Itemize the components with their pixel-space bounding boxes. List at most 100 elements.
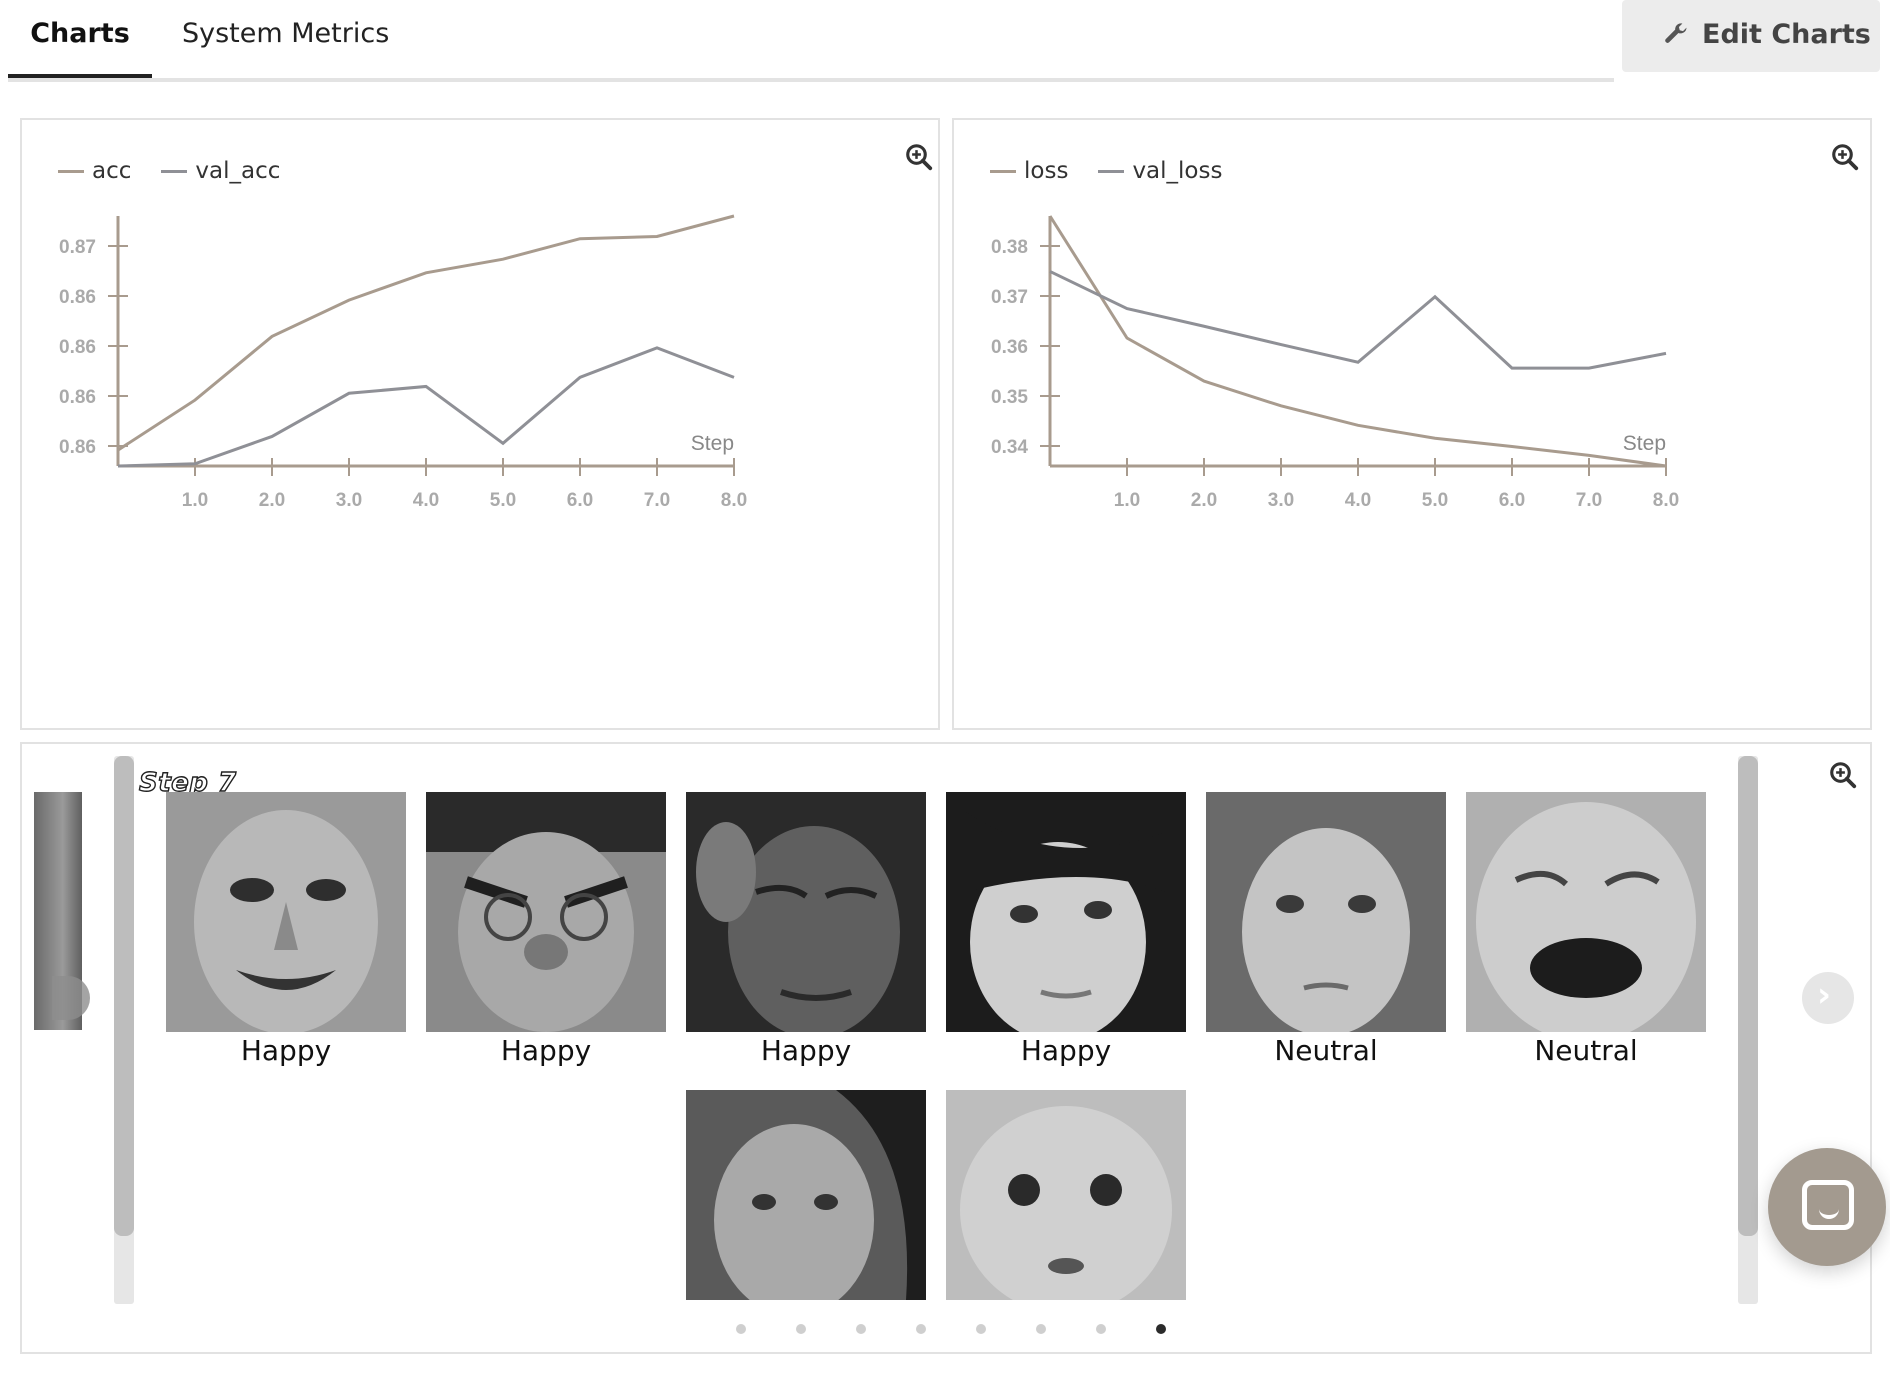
- x-axis-label: Step: [1623, 432, 1666, 455]
- face-image: [686, 1090, 926, 1300]
- scrollbar-thumb[interactable]: [114, 756, 134, 1236]
- face-image: [946, 1090, 1186, 1300]
- left-scrollbar[interactable]: [114, 756, 134, 1304]
- x-tick-label: 4.0: [413, 490, 439, 511]
- x-tick-label: 7.0: [1576, 490, 1602, 511]
- image-caption: Happy: [500, 1034, 592, 1067]
- legend-swatch: [58, 169, 84, 173]
- x-tick-label: 6.0: [1499, 490, 1525, 511]
- legend-item-acc[interactable]: acc: [58, 158, 131, 184]
- tab-system-metrics[interactable]: System Metrics: [182, 18, 390, 49]
- edit-charts-label: Edit Charts: [1702, 19, 1871, 50]
- y-tick-label: 0.35: [991, 387, 1028, 408]
- y-tick-label: 0.86: [59, 287, 96, 308]
- edit-charts-button[interactable]: Edit Charts: [1622, 0, 1880, 72]
- pagination-dot[interactable]: [796, 1324, 806, 1334]
- face-image: [686, 792, 926, 1032]
- legend-label: acc: [92, 158, 132, 184]
- face-image: [166, 792, 406, 1032]
- x-tick-label: 2.0: [1191, 490, 1217, 511]
- x-tick-label: 6.0: [567, 490, 593, 511]
- gallery-image[interactable]: [946, 1090, 1186, 1300]
- y-tick-label: 0.36: [991, 337, 1028, 358]
- pagination-dot[interactable]: [976, 1324, 986, 1334]
- x-tick-label: 7.0: [644, 490, 670, 511]
- series-line-loss: [1048, 215, 1667, 468]
- image-caption: Happy: [760, 1034, 852, 1067]
- image-caption: Neutral: [1534, 1034, 1638, 1067]
- gallery-image[interactable]: Neutral: [1206, 792, 1446, 1067]
- face-image: [946, 792, 1186, 1032]
- legend-swatch: [161, 169, 188, 173]
- gallery-image[interactable]: [686, 1090, 926, 1300]
- zoom-in-icon[interactable]: [904, 142, 934, 172]
- y-tick-label: 0.86: [59, 387, 96, 408]
- tab-charts[interactable]: Charts: [8, 16, 152, 78]
- image-caption: Neutral: [1274, 1034, 1378, 1067]
- loss-line-chart: 1.0 2.0 3.0 4.0 5.0 6.0 7.0 8.0 0.38 0.37 0.36 0.35…: [991, 215, 1679, 511]
- legend-item-val-acc[interactable]: val_acc: [161, 158, 280, 184]
- x-axis-label: Step: [691, 432, 734, 455]
- face-image: [426, 792, 666, 1032]
- chat-icon: [1802, 1180, 1854, 1230]
- carousel-prev-button[interactable]: [52, 976, 90, 1020]
- wrench-icon: [1665, 23, 1687, 43]
- x-tick-label: 4.0: [1345, 490, 1371, 511]
- chart-legend: loss val_loss: [990, 158, 1222, 184]
- x-tick-label: 5.0: [490, 490, 516, 511]
- x-tick-label: 8.0: [721, 490, 747, 511]
- gallery-image[interactable]: Happy: [166, 792, 406, 1067]
- zoom-in-icon[interactable]: [1828, 760, 1858, 790]
- gallery-image[interactable]: Neutral: [1466, 792, 1706, 1067]
- accuracy-line-chart: 1.0 2.0 3.0 4.0 5.0 6.0 7.0 8.0 0.87 0.86 0.86 0.86…: [59, 214, 747, 511]
- chevron-right-icon: ›: [1817, 975, 1832, 1015]
- y-tick-label: 0.87: [59, 237, 96, 258]
- x-tick-label: 5.0: [1422, 490, 1448, 511]
- carousel-next-button[interactable]: ›: [1802, 972, 1854, 1024]
- pagination-dot[interactable]: [1156, 1324, 1166, 1334]
- y-tick-label: 0.38: [991, 237, 1028, 258]
- legend-item-loss[interactable]: loss: [990, 158, 1068, 184]
- chat-launcher-button[interactable]: [1768, 1148, 1886, 1266]
- x-tick-label: 8.0: [1653, 490, 1679, 511]
- legend-item-val-loss[interactable]: val_loss: [1098, 158, 1222, 184]
- legend-swatch: [1098, 169, 1125, 173]
- series-line-acc: [117, 214, 735, 452]
- x-tick-label: 1.0: [182, 490, 208, 511]
- image-caption: Happy: [240, 1034, 332, 1067]
- tab-bar: Charts System Metrics: [8, 0, 1614, 82]
- x-tick-label: 3.0: [336, 490, 362, 511]
- pagination-dot[interactable]: [916, 1324, 926, 1334]
- legend-swatch: [990, 169, 1016, 173]
- right-scrollbar[interactable]: [1738, 756, 1758, 1304]
- accuracy-chart-panel: acc val_acc 1.0 2.0 3.0 4.0 5.0 6.0 7.0 8.0 0.87…: [20, 118, 940, 730]
- legend-label: val_loss: [1132, 158, 1223, 184]
- y-tick-label: 0.86: [59, 337, 96, 358]
- loss-chart-panel: loss val_loss 1.0 2.0 3.0 4.0 5.0 6.0 7.0 8.0 0.…: [952, 118, 1872, 730]
- pagination-dot[interactable]: [1096, 1324, 1106, 1334]
- y-tick-label: 0.37: [991, 287, 1028, 308]
- x-tick-label: 3.0: [1268, 490, 1294, 511]
- chart-legend: acc val_acc: [58, 158, 280, 184]
- x-tick-label: 1.0: [1114, 490, 1140, 511]
- legend-label: loss: [1024, 158, 1069, 184]
- pagination-dot[interactable]: [856, 1324, 866, 1334]
- series-line-val-loss: [1049, 270, 1667, 370]
- gallery-image[interactable]: Happy: [426, 792, 666, 1067]
- zoom-in-icon[interactable]: [1830, 142, 1860, 172]
- image-gallery-panel: Step 7 Happy Happy Happy: [20, 742, 1872, 1354]
- pagination-dot[interactable]: [1036, 1324, 1046, 1334]
- y-tick-label: 0.86: [59, 437, 96, 458]
- gallery-image[interactable]: Happy: [686, 792, 926, 1067]
- legend-label: val_acc: [195, 158, 281, 184]
- series-line-val-acc: [117, 346, 735, 468]
- pagination-dot[interactable]: [736, 1324, 746, 1334]
- face-image: [1466, 792, 1706, 1032]
- y-tick-label: 0.34: [991, 437, 1028, 458]
- image-caption: Happy: [1020, 1034, 1112, 1067]
- x-tick-label: 2.0: [259, 490, 285, 511]
- scrollbar-thumb[interactable]: [1738, 756, 1758, 1236]
- pagination-dots: [22, 1324, 1874, 1336]
- gallery-image[interactable]: Happy: [946, 792, 1186, 1067]
- face-image: [1206, 792, 1446, 1032]
